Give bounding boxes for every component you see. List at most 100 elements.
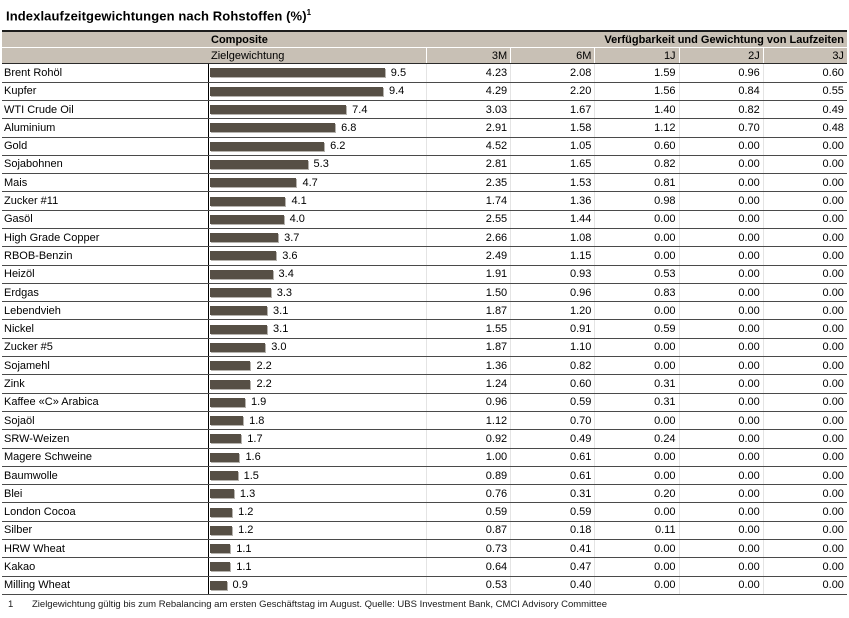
- commodity-name: Brent Rohöl: [4, 66, 63, 79]
- weight-bar-cell: 7.4: [208, 100, 426, 119]
- maturity-cell-3j: 0.00: [762, 229, 847, 247]
- table-row: Blei 1.3 0.76 0.31 0.20 0.00 0.00: [2, 485, 847, 504]
- weight-value: 4.7: [302, 176, 318, 189]
- maturity-cell-3j: 0.00: [762, 521, 847, 540]
- maturity-cell-6m: 1.08: [510, 229, 594, 247]
- maturity-cell-2j: 0.00: [678, 375, 763, 393]
- maturity-cell-1j: 0.81: [594, 174, 678, 192]
- maturity-cell-2j: 0.00: [678, 466, 763, 485]
- maturity-cell-2j: 0.84: [678, 82, 763, 100]
- maturity-cell-6m: 1.10: [510, 338, 594, 357]
- maturity-cell-3j: 0.00: [762, 155, 847, 174]
- table-row: SRW-Weizen 1.7 0.92 0.49 0.24 0.00 0.00: [2, 430, 847, 449]
- weight-bar-cell: 1.6: [208, 448, 426, 466]
- maturity-cell-3m: 0.73: [426, 540, 510, 558]
- table-row: Gold 6.2 4.52 1.05 0.60 0.00 0.00: [2, 137, 847, 156]
- maturity-cell-3j: 0.00: [762, 503, 847, 521]
- maturity-cell-1j: 0.59: [594, 320, 678, 338]
- maturity-cell-3m: 1.12: [426, 411, 510, 430]
- commodity-name: Lebendvieh: [4, 304, 61, 317]
- maturity-cell-2j: 0.00: [678, 155, 763, 174]
- weight-bar: [210, 233, 279, 243]
- weight-bar: [210, 507, 233, 517]
- maturity-cell-3m: 1.00: [426, 448, 510, 466]
- weight-bar: [210, 379, 251, 389]
- footnote-text: Zielgewichtung gültig bis zum Rebalancin…: [32, 598, 608, 610]
- commodity-name: Gold: [4, 140, 28, 153]
- maturity-cell-3m: 0.96: [426, 393, 510, 411]
- commodity-name: Milling Wheat: [4, 579, 71, 592]
- maturity-cell-3m: 0.87: [426, 521, 510, 540]
- maturity-cell-2j: 0.00: [678, 411, 763, 430]
- maturity-cell-6m: 0.60: [510, 375, 594, 393]
- table-row: WTI Crude Oil 7.4 3.03 1.67 1.40 0.82 0.…: [2, 100, 847, 120]
- maturity-cell-6m: 0.96: [510, 283, 594, 302]
- maturity-cell-2j: 0.00: [678, 393, 763, 411]
- maturity-cell-1j: 0.53: [594, 265, 678, 283]
- weight-value: 1.1: [236, 560, 252, 573]
- maturity-cell-3j: 0.00: [762, 448, 847, 466]
- maturity-cell-6m: 0.59: [510, 393, 594, 411]
- maturity-cell-3m: 0.92: [426, 430, 510, 448]
- maturity-cell-2j: 0.00: [678, 302, 763, 320]
- weight-bar-cell: 1.2: [208, 521, 426, 540]
- maturity-cell-3j: 0.49: [762, 100, 847, 119]
- weight-bar: [210, 306, 268, 316]
- maturity-cell-1j: 0.60: [594, 137, 678, 155]
- maturity-cell-2j: 0.00: [678, 576, 763, 594]
- weight-bar-cell: 6.2: [208, 137, 426, 155]
- commodity-name: Heizöl: [4, 268, 35, 281]
- weight-value: 3.1: [273, 304, 289, 317]
- table-header: Composite Verfügbarkeit und Gewichtung v…: [2, 30, 847, 64]
- maturity-cell-3j: 0.00: [762, 320, 847, 338]
- header-col-1j: 1J: [594, 47, 678, 64]
- maturity-cell-3m: 2.66: [426, 229, 510, 247]
- weight-bar-cell: 9.4: [208, 82, 426, 100]
- commodity-name: Aluminium: [4, 121, 56, 134]
- page-title: Indexlaufzeitgewichtungen nach Rohstoffe…: [2, 6, 847, 30]
- weight-value: 6.2: [330, 140, 346, 153]
- commodity-name: Erdgas: [4, 286, 39, 299]
- maturity-cell-3m: 0.89: [426, 466, 510, 485]
- table-row: RBOB-Benzin 3.6 2.49 1.15 0.00 0.00 0.00: [2, 247, 847, 266]
- maturity-cell-3j: 0.00: [762, 393, 847, 411]
- table-row: Mais 4.7 2.35 1.53 0.81 0.00 0.00: [2, 174, 847, 193]
- weight-value: 3.1: [273, 323, 289, 336]
- header-row-1: Composite Verfügbarkeit und Gewichtung v…: [2, 32, 847, 48]
- weight-bar-cell: 1.1: [208, 540, 426, 558]
- maturity-cell-1j: 0.83: [594, 283, 678, 302]
- weight-bar: [210, 178, 297, 188]
- weight-bar-cell: 3.7: [208, 229, 426, 247]
- maturity-cell-3m: 1.55: [426, 320, 510, 338]
- commodity-name: HRW Wheat: [4, 542, 65, 555]
- maturity-cell-1j: 0.00: [594, 576, 678, 594]
- weight-bar-cell: 1.7: [208, 430, 426, 448]
- maturity-cell-2j: 0.82: [678, 100, 763, 119]
- maturity-cell-1j: 0.00: [594, 448, 678, 466]
- maturity-cell-1j: 0.20: [594, 485, 678, 503]
- maturity-cell-3j: 0.00: [762, 302, 847, 320]
- weight-value: 1.2: [238, 506, 254, 519]
- maturity-cell-3j: 0.00: [762, 338, 847, 357]
- maturity-cell-2j: 0.00: [678, 357, 763, 375]
- weight-value: 1.9: [250, 396, 267, 409]
- weight-bar-cell: 9.5: [208, 64, 426, 82]
- weight-bar-cell: 3.1: [208, 302, 426, 320]
- maturity-cell-3j: 0.00: [762, 210, 847, 228]
- maturity-cell-1j: 0.00: [594, 302, 678, 320]
- weight-bar: [210, 361, 251, 371]
- table-row: Heizöl 3.4 1.91 0.93 0.53 0.00 0.00: [2, 265, 847, 284]
- maturity-cell-6m: 1.44: [510, 210, 594, 228]
- weight-bar-cell: 1.5: [208, 466, 426, 485]
- maturity-cell-2j: 0.00: [678, 137, 763, 155]
- weight-value: 2.2: [256, 359, 272, 372]
- maturity-cell-1j: 0.00: [594, 540, 678, 558]
- commodity-name: Baumwolle: [4, 469, 58, 482]
- table-row: Silber 1.2 0.87 0.18 0.11 0.00 0.00: [2, 521, 847, 541]
- maturity-cell-2j: 0.00: [678, 430, 763, 448]
- commodity-name: RBOB-Benzin: [4, 249, 73, 262]
- maturity-cell-3j: 0.00: [762, 576, 847, 594]
- weight-bar-cell: 3.3: [208, 283, 426, 302]
- maturity-cell-6m: 0.61: [510, 448, 594, 466]
- maturity-cell-3j: 0.00: [762, 283, 847, 302]
